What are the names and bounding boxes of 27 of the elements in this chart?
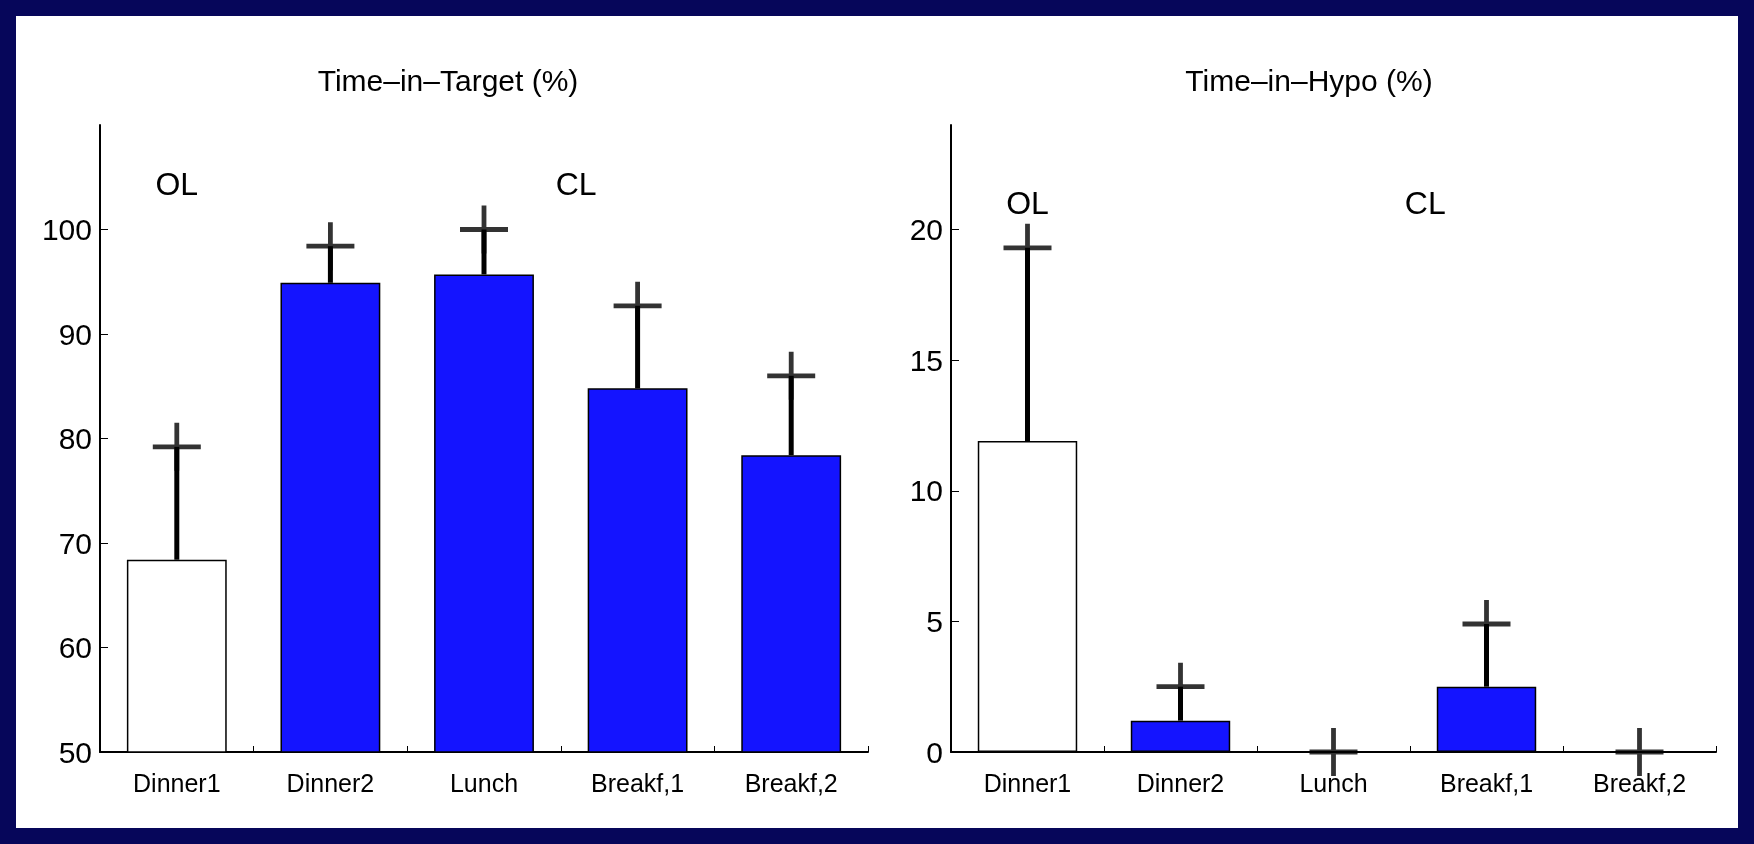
y-tick-label: 5 [926,604,943,638]
y-tick-label: 100 [41,213,92,246]
y-tick-label: 80 [58,422,92,455]
chart-title: Time–in–Hypo (%) [1185,63,1433,97]
x-tick-label: Dinner2 [1136,768,1225,797]
annotation: CL [1404,185,1446,221]
chart-title: Time–in–Target (%) [317,63,579,97]
x-tick-label: Lunch [449,768,519,797]
x-tick-label: Breakf,2 [1592,768,1687,797]
y-tick-label: 50 [58,735,92,769]
annotation: CL [555,166,597,202]
y-tick-label: 20 [909,213,943,246]
x-tick-label: Dinner2 [286,768,375,797]
x-tick-label: Dinner1 [133,768,221,797]
y-tick-label: 15 [909,343,943,377]
x-tick-label: Breakf,1 [591,768,685,797]
annotation: OL [155,166,199,202]
y-tick-label: 90 [58,317,92,351]
y-tick-label: 70 [58,526,92,560]
x-tick-label: Breakf,1 [1439,768,1534,797]
x-tick-label: Breakf,2 [744,768,838,797]
y-tick-label: 0 [926,735,943,769]
x-tick-label: Dinner1 [983,768,1072,797]
x-tick-label: Lunch [1299,768,1368,797]
y-tick-label: 60 [58,631,92,664]
y-tick-label: 10 [909,474,943,508]
annotation: OL [1006,185,1049,221]
